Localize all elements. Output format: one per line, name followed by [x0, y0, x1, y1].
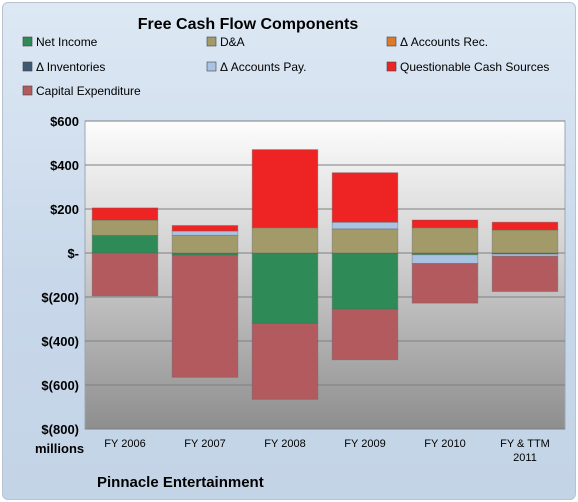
legend-swatch — [386, 61, 397, 72]
legend-label: Δ Accounts Rec. — [400, 35, 488, 49]
bar-segment — [491, 255, 559, 293]
bar-segment — [331, 252, 399, 310]
legend-label: Net Income — [36, 35, 98, 49]
bar-segment — [251, 227, 319, 254]
bar-segment — [411, 254, 479, 265]
bar-segment — [491, 229, 559, 254]
y-tick-label: $(400) — [41, 334, 79, 349]
x-tick-label: FY & TTM 2011 — [500, 438, 550, 464]
bar-segment — [171, 234, 239, 254]
y-tick-label: $(200) — [41, 290, 79, 305]
x-tick-label: FY 2008 — [264, 438, 305, 450]
x-tick-label: FY 2007 — [184, 438, 225, 450]
bar-segment — [91, 219, 159, 236]
bar-segment — [411, 219, 479, 229]
y-tick-label: $400 — [50, 158, 79, 173]
legend-label: Δ Inventories — [36, 60, 105, 74]
bar-segment — [171, 225, 239, 232]
legend-swatch — [206, 61, 217, 72]
legend: Net Income D&A Δ Accounts Rec. Δ Inventorie… — [22, 35, 549, 98]
x-axis-ticks: FY 2006 FY 2007 FY 2008 FY 2009 FY 2010 FY & … — [104, 438, 550, 464]
legend-swatch — [206, 36, 217, 47]
units-label: millions — [35, 441, 84, 456]
bar-segment — [411, 227, 479, 254]
bar-segment — [411, 263, 479, 304]
y-tick-label: $(600) — [41, 378, 79, 393]
bar-segment — [331, 228, 399, 254]
plot-area — [84, 120, 566, 430]
bar-segment — [251, 252, 319, 324]
chart-title: Free Cash Flow Components — [138, 16, 359, 33]
bars — [91, 149, 559, 400]
y-tick-label: $600 — [50, 114, 79, 129]
x-tick-label: FY 2006 — [104, 438, 145, 450]
bar-segment — [251, 149, 319, 229]
bar-segment — [251, 322, 319, 400]
legend-label: Questionable Cash Sources — [400, 60, 549, 74]
y-axis-ticks: $600 $400 $200 $- $(200) $(400) $(600) $(800) — [41, 114, 79, 437]
legend-swatch — [22, 36, 33, 47]
bar-segment — [331, 221, 399, 230]
legend-swatch — [22, 61, 33, 72]
legend-label: Δ Accounts Pay. — [220, 60, 307, 74]
y-tick-label: $- — [67, 246, 79, 261]
x-tick-label: FY 2009 — [344, 438, 385, 450]
bar-segment — [331, 172, 399, 223]
legend-label: D&A — [220, 35, 245, 49]
x-tick-label: FY 2010 — [424, 438, 465, 450]
legend-swatch — [386, 36, 397, 47]
bar-segment — [171, 254, 239, 378]
bar-segment — [91, 252, 159, 297]
gridlines — [85, 120, 565, 430]
bar-segment — [491, 221, 559, 231]
legend-swatch — [22, 85, 33, 96]
bar-segment — [91, 234, 159, 254]
chart: Free Cash Flow Components Net Income D&A Δ… — [22, 16, 566, 491]
bar-segment — [91, 207, 159, 221]
footer-company: Pinnacle Entertainment — [97, 474, 264, 491]
y-tick-label: $(800) — [41, 422, 79, 437]
bar-segment — [331, 308, 399, 361]
bar-segment — [171, 230, 239, 236]
legend-label: Capital Expenditure — [36, 84, 141, 98]
y-tick-label: $200 — [50, 202, 79, 217]
